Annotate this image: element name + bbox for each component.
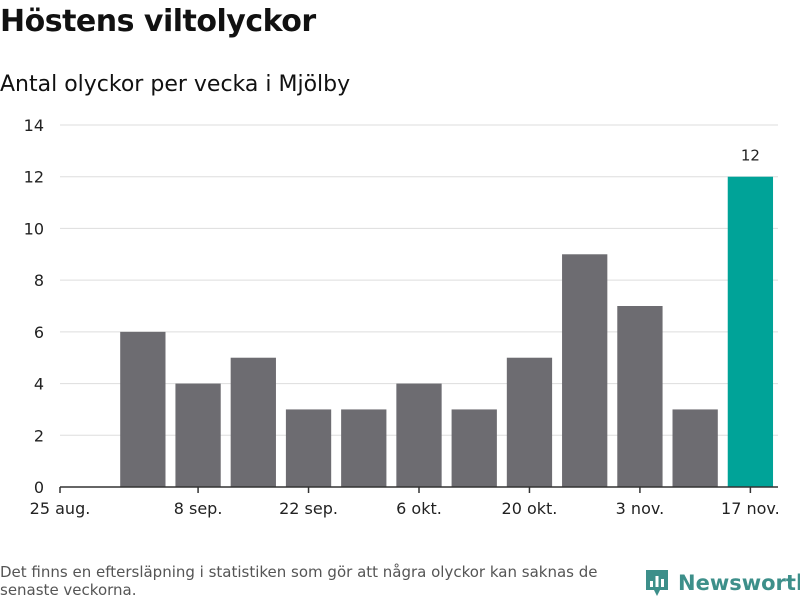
x-tick-label: 8 sep. xyxy=(174,499,223,518)
bar xyxy=(506,357,553,487)
chart-title: Höstens viltolyckor xyxy=(0,4,316,39)
footer-note: Det finns en eftersläpning i statistiken… xyxy=(0,563,598,599)
bar xyxy=(617,306,663,487)
bar xyxy=(230,357,276,487)
bar xyxy=(285,409,332,487)
x-tick-label: 17 nov. xyxy=(721,499,780,518)
chart-subtitle: Antal olyckor per vecka i Mjölby xyxy=(0,72,351,97)
chart-bubble-icon xyxy=(646,570,668,596)
newsworthy-logo: Newsworthy xyxy=(644,568,800,598)
y-tick-label: 8 xyxy=(34,271,44,290)
x-tick-label: 3 nov. xyxy=(616,499,665,518)
y-tick-label: 2 xyxy=(34,426,44,445)
bar xyxy=(672,409,718,487)
y-tick-label: 6 xyxy=(34,323,44,342)
y-axis-ticks: 0 2 4 6 8 10 12 14 xyxy=(24,116,44,497)
bar xyxy=(341,409,387,487)
bar-highlight xyxy=(727,176,774,487)
y-tick-label: 14 xyxy=(24,116,44,135)
y-tick-label: 4 xyxy=(34,375,44,394)
x-tick-label: 6 okt. xyxy=(396,499,442,518)
y-tick-label: 0 xyxy=(34,478,44,497)
bars xyxy=(120,176,774,487)
data-label: 12 xyxy=(741,147,760,165)
data-labels: 12 xyxy=(741,147,760,165)
brand-name: Newsworthy xyxy=(678,571,800,595)
x-axis: 25 aug. 8 sep. 22 sep. 6 okt. 20 okt. 3 nov. 1… xyxy=(30,486,780,518)
y-tick-label: 10 xyxy=(24,219,44,238)
bar xyxy=(562,254,608,487)
bar xyxy=(451,409,497,487)
bar xyxy=(396,383,442,487)
x-tick-label: 25 aug. xyxy=(30,499,91,518)
bar xyxy=(175,383,221,487)
y-tick-label: 12 xyxy=(24,168,44,187)
x-tick-label: 20 okt. xyxy=(502,499,558,518)
x-tick-label: 22 sep. xyxy=(279,499,338,518)
bar xyxy=(120,331,166,487)
